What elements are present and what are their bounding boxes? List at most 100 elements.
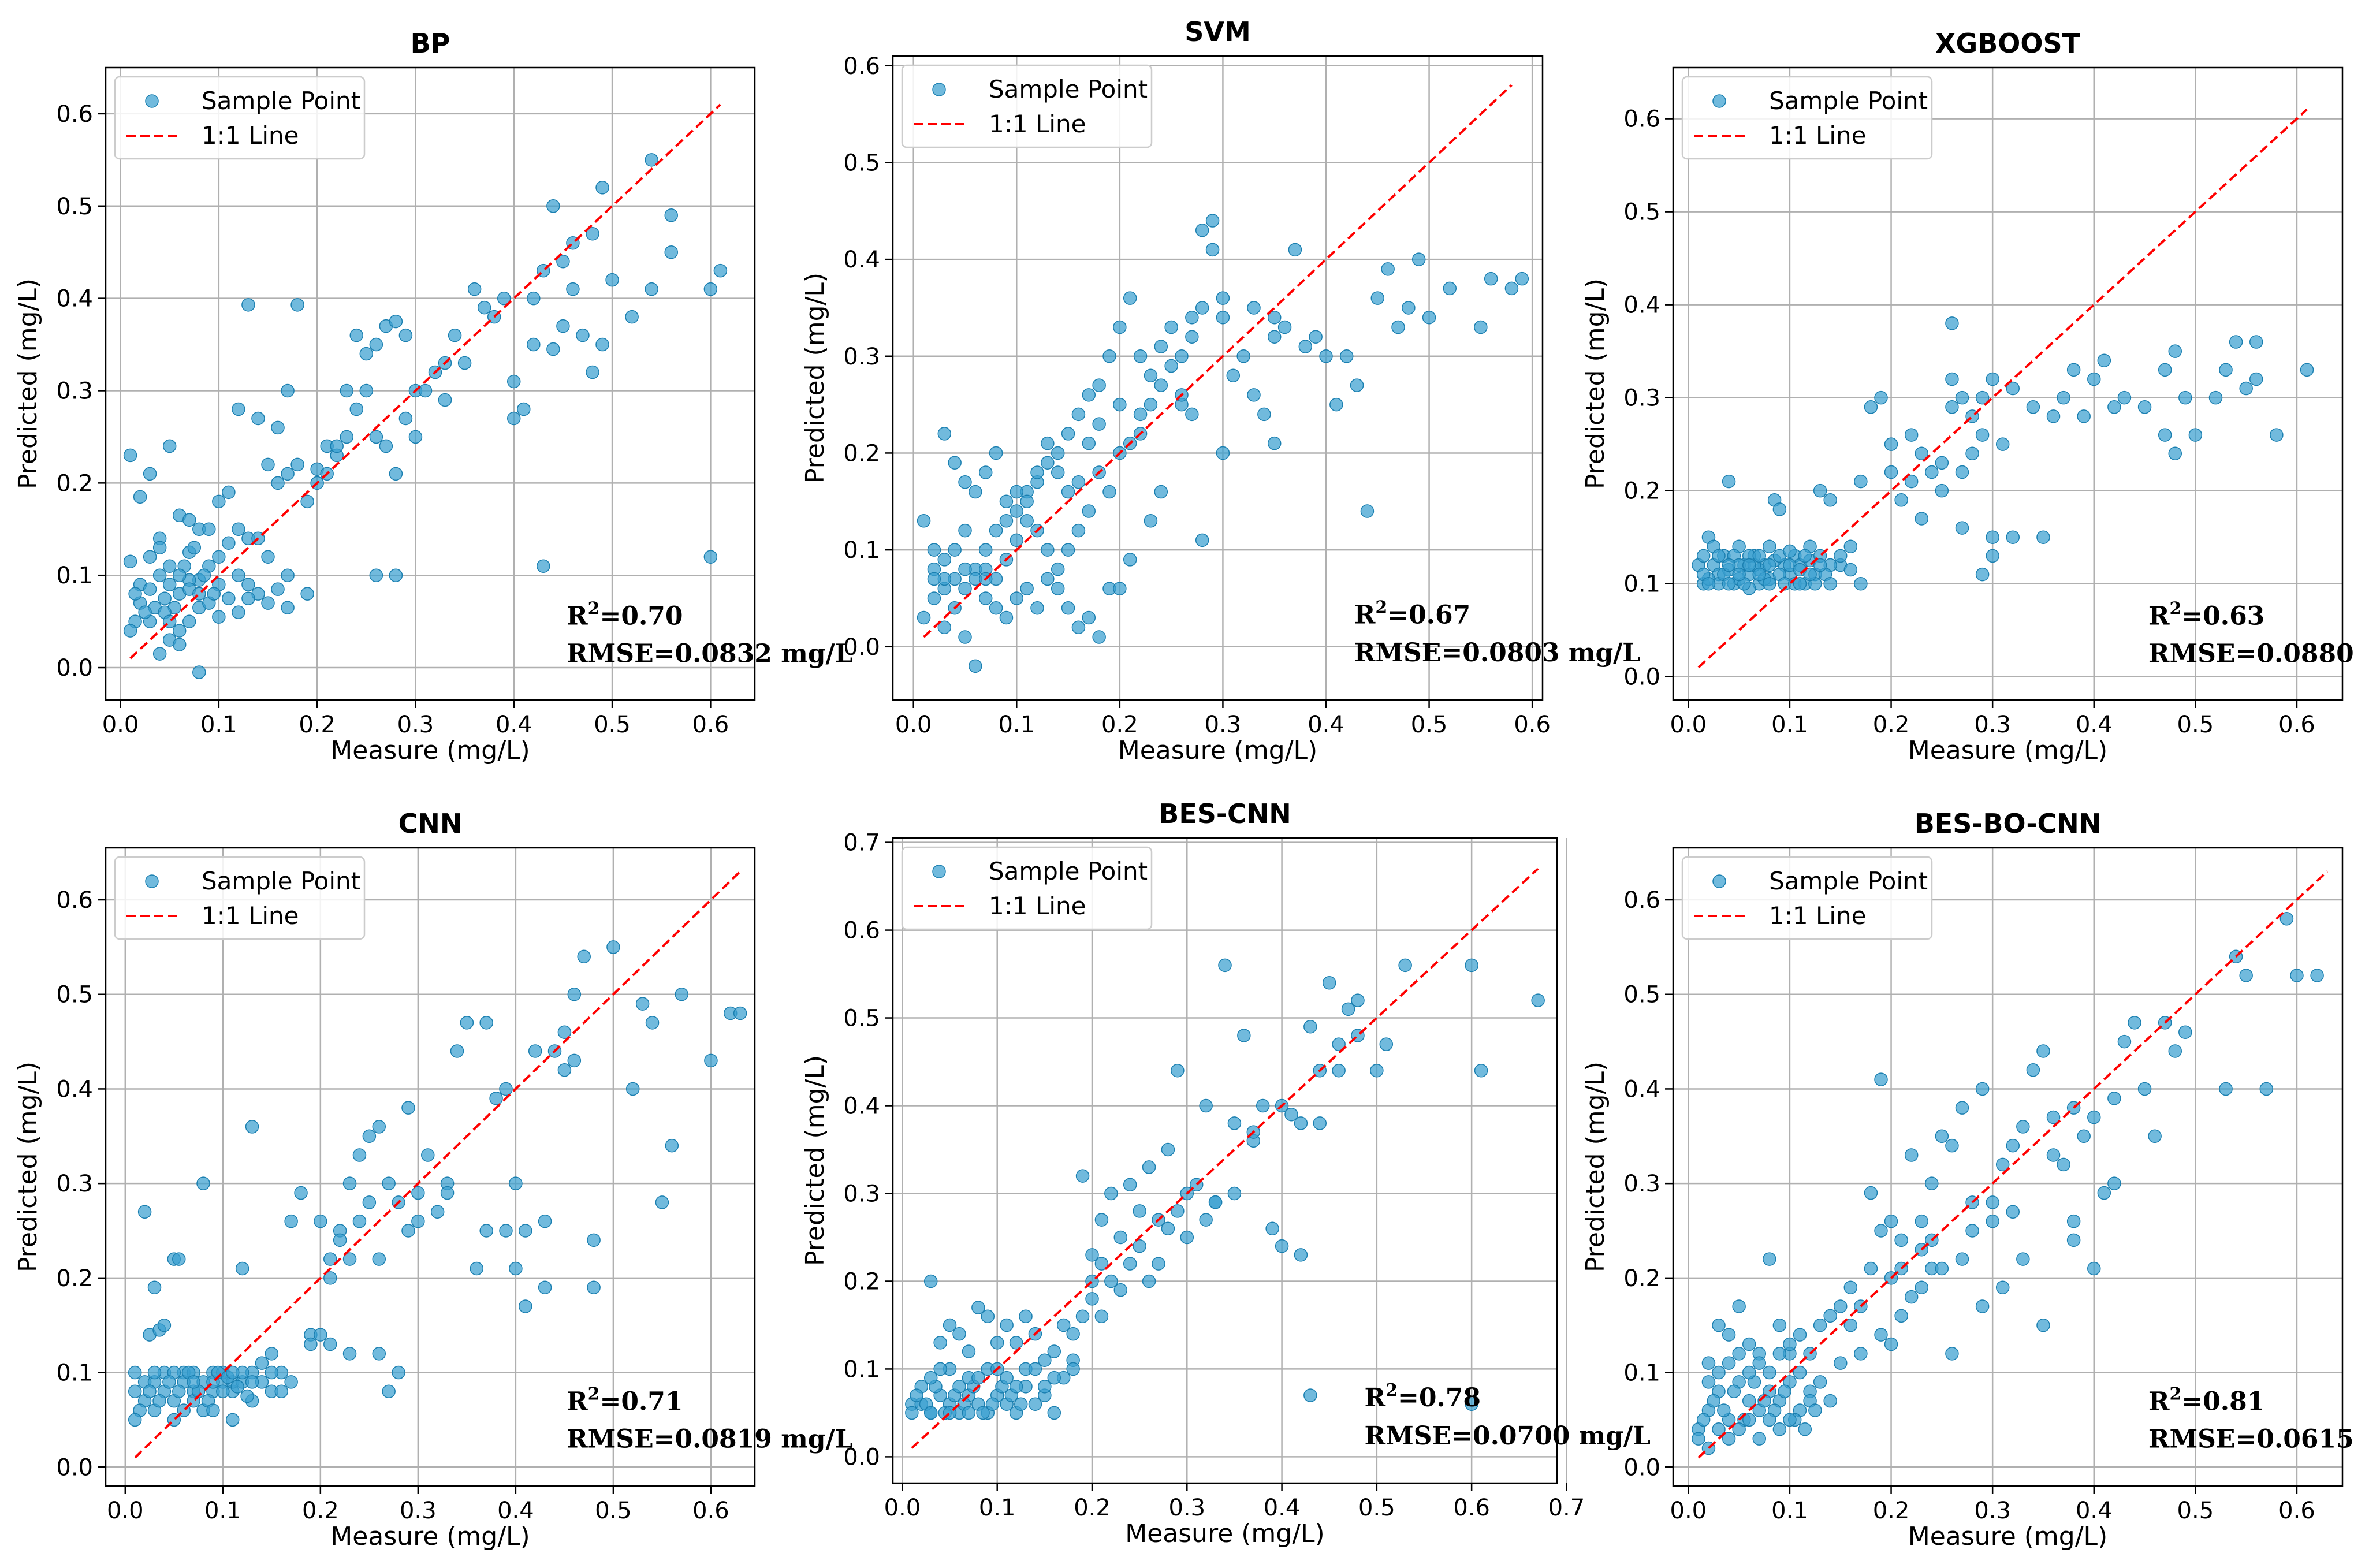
panel-2: 0.0 0.1 0.2 0.3 0.4 0.5 0.6 0.0 0.1 0.2 0.3 0.4 0.5 0… — [1581, 28, 2354, 765]
sample-point — [1722, 1356, 1736, 1370]
sample-point — [1884, 437, 1898, 451]
sample-point — [704, 1053, 718, 1068]
sample-point — [1904, 474, 1919, 489]
sample-point — [1955, 1252, 1969, 1266]
x-axis-label: Measure (mg/L) — [1908, 736, 2107, 765]
sample-point — [265, 1365, 279, 1380]
sample-point — [1370, 1063, 1384, 1078]
legend-label-points: Sample Point — [202, 867, 360, 895]
sample-point — [172, 1252, 186, 1266]
sample-point — [971, 1301, 985, 1314]
sample-point — [1267, 436, 1282, 450]
sample-point — [281, 383, 295, 398]
sample-point — [2300, 363, 2314, 377]
r2-value: =0.71 — [599, 1387, 683, 1417]
sample-point — [1171, 1063, 1185, 1078]
sample-point — [1712, 1365, 1726, 1380]
sample-point — [1995, 437, 2010, 451]
sample-point — [933, 1362, 947, 1376]
sample-point — [1142, 1160, 1156, 1174]
sample-point — [411, 1186, 425, 1200]
sample-point — [389, 568, 403, 582]
sample-point — [1185, 310, 1199, 325]
sample-point — [1066, 1327, 1080, 1341]
sample-point — [958, 475, 972, 489]
y-tick-label: 0.4 — [1623, 292, 1660, 319]
x-axis-label: Measure (mg/L) — [1908, 1522, 2107, 1551]
sample-point — [1986, 372, 1999, 386]
sample-point — [1071, 475, 1086, 489]
sample-point — [1113, 320, 1127, 334]
sample-point — [923, 1406, 938, 1420]
sample-point — [1047, 1370, 1061, 1385]
sample-point — [586, 226, 599, 241]
sample-point — [304, 1337, 318, 1351]
sample-point — [401, 1101, 415, 1115]
sample-point — [645, 282, 658, 296]
sample-point — [1763, 1365, 1776, 1380]
sample-point — [1843, 1318, 1858, 1332]
sample-point — [430, 1205, 445, 1219]
sample-point — [1180, 1230, 1194, 1245]
sample-point — [2259, 1082, 2274, 1096]
sample-point — [1945, 372, 1959, 386]
sample-point — [349, 328, 364, 342]
sample-point — [1208, 1195, 1223, 1209]
sample-point — [1216, 291, 1230, 305]
sample-point — [172, 1384, 186, 1399]
sample-point — [1247, 301, 1261, 315]
sample-point — [438, 393, 452, 407]
sample-point — [1082, 388, 1096, 402]
sample-point — [212, 610, 226, 624]
sample-point — [1712, 1318, 1726, 1332]
sample-point — [1975, 428, 1990, 442]
sample-point — [606, 940, 620, 954]
sample-point — [1227, 1116, 1242, 1130]
sample-point — [2208, 390, 2223, 405]
sample-point — [1322, 976, 1336, 990]
sample-point — [489, 1092, 503, 1105]
sample-point — [527, 337, 541, 352]
sample-point — [990, 1336, 1004, 1350]
sample-point — [1975, 567, 1990, 582]
sample-point — [1854, 576, 1868, 591]
sample-point — [952, 1327, 966, 1341]
sample-point — [703, 282, 718, 296]
sample-point — [1113, 1230, 1128, 1245]
sample-point — [1894, 1309, 1908, 1323]
panel-5: 0.0 0.1 0.2 0.3 0.4 0.5 0.6 0.0 0.1 0.2 0.3 0.4 0.5 0… — [1581, 808, 2354, 1551]
x-tick-label: 0.6 — [692, 1498, 729, 1524]
sample-point — [1161, 1221, 1175, 1236]
sample-point — [245, 1375, 259, 1389]
sample-point — [123, 554, 137, 568]
r2-value: =0.67 — [1387, 600, 1470, 630]
identity-line — [923, 84, 1513, 638]
sample-point — [1014, 1397, 1028, 1411]
sample-point — [235, 1261, 249, 1276]
sample-point — [1884, 1337, 1898, 1351]
sample-point — [314, 1328, 327, 1342]
y-tick-label: 0.3 — [56, 378, 93, 404]
identity-line — [911, 867, 1539, 1449]
sample-point — [421, 1148, 435, 1162]
sample-point — [362, 1195, 377, 1209]
sample-point — [1313, 1116, 1327, 1130]
r2-value: =0.81 — [2181, 1387, 2264, 1417]
sample-point — [1808, 1403, 1822, 1417]
x-tick-label: 0.1 — [979, 1495, 1016, 1521]
sample-point — [2077, 409, 2091, 423]
sample-point — [352, 1214, 367, 1228]
y-tick-label: 0.5 — [56, 193, 93, 220]
sample-point — [1864, 1186, 1878, 1200]
legend-point-marker — [932, 83, 946, 96]
sample-point — [2066, 363, 2081, 377]
sample-point — [369, 337, 383, 352]
sample-point — [1391, 320, 1405, 334]
sample-point — [1144, 368, 1158, 383]
sample-point — [2290, 969, 2304, 982]
sample-point — [2016, 1120, 2030, 1134]
sample-point — [1113, 582, 1127, 595]
sample-point — [1265, 1221, 1279, 1236]
identity-line — [1697, 108, 2308, 669]
sample-point — [1123, 1178, 1137, 1192]
